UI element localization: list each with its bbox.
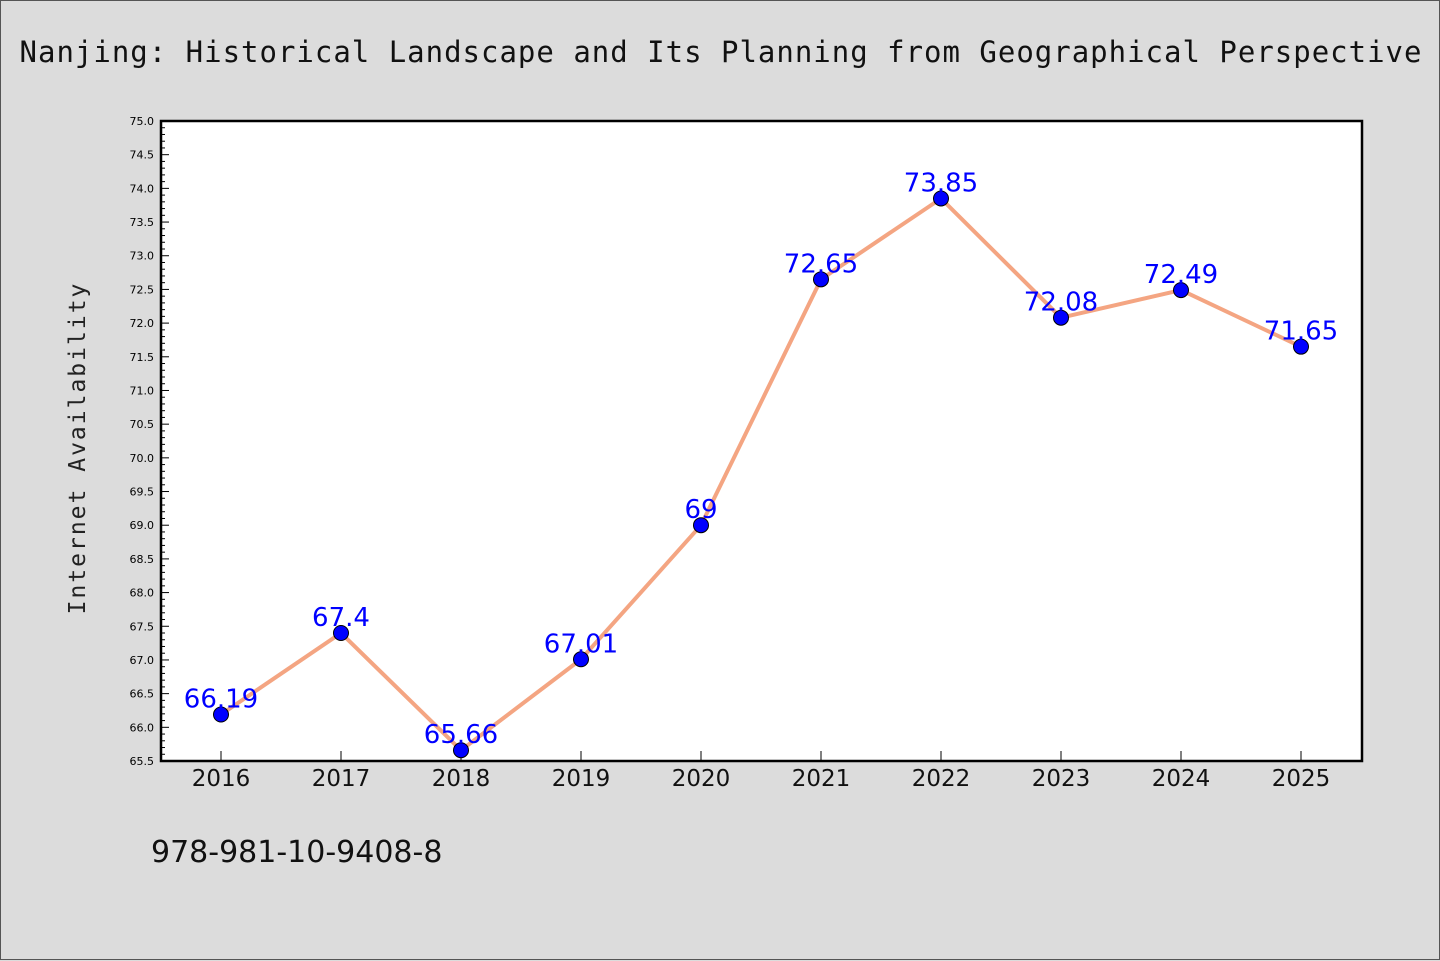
data-point: [693, 517, 709, 534]
y-tick-label: 70.5: [130, 418, 155, 431]
series-line: [219, 196, 1302, 753]
data-point: [933, 190, 949, 207]
plot-area: [159, 119, 1364, 763]
y-tick-label: 68.0: [130, 587, 155, 600]
data-point: [573, 651, 589, 668]
data-point: [453, 742, 469, 759]
data-markers: [213, 190, 1309, 759]
data-label: 67.01: [544, 629, 618, 659]
x-axis: 2016 2017 2018 2019 2020 2021 2022 2023 2024 2025: [192, 751, 1331, 792]
y-tick-label: 73.0: [130, 250, 155, 263]
y-axis: 65.5 66.0 66.5 67.0 67.5 68.0 68.5 69.0 69.5 70.0…: [130, 115, 169, 768]
y-tick-label: 72.5: [130, 283, 155, 296]
y-tick-label: 71.5: [130, 351, 155, 364]
x-tick-label: 2024: [1152, 766, 1211, 792]
data-point: [813, 271, 829, 288]
data-label: 66.19: [184, 685, 258, 715]
data-point: [333, 625, 349, 641]
x-tick-label: 2016: [192, 766, 251, 792]
data-label: 67.4: [312, 603, 370, 633]
x-tick-label: 2018: [432, 766, 491, 792]
data-label: 72.49: [1144, 260, 1218, 290]
y-tick-label: 68.5: [130, 553, 155, 566]
data-point: [1293, 338, 1309, 355]
chart-title: Nanjing: Historical Landscape and Its Pl…: [19, 35, 1423, 69]
y-tick-label: 69.0: [130, 519, 155, 532]
y-tick-label: 74.5: [130, 149, 155, 162]
data-label: 65.66: [424, 720, 498, 750]
data-point: [1173, 282, 1189, 299]
y-tick-label: 72.0: [130, 317, 155, 330]
y-tick-label: 66.5: [130, 688, 155, 701]
y-tick-label: 75.0: [130, 115, 155, 128]
data-point: [1053, 309, 1069, 326]
y-tick-label: 74.0: [130, 182, 155, 195]
y-tick-label: 67.0: [130, 654, 155, 667]
data-label: 69: [684, 495, 717, 525]
y-tick-label: 69.5: [130, 486, 155, 499]
x-tick-label: 2023: [1032, 766, 1091, 792]
x-tick-label: 2021: [792, 766, 851, 792]
y-tick-label: 67.5: [130, 620, 155, 633]
data-label: 72.65: [784, 249, 858, 279]
data-point: [213, 706, 229, 723]
data-labels: 66.19 67.4 65.66 67.01 69 72.65 73.85 72.08 72.4…: [184, 168, 1338, 750]
series-line-group: [219, 196, 1302, 753]
y-tick-label: 71.0: [130, 384, 155, 397]
x-tick-label: 2019: [552, 766, 611, 792]
data-label: 73.85: [904, 168, 978, 198]
y-tick-label: 73.5: [130, 216, 155, 229]
x-tick-label: 2017: [312, 766, 371, 792]
data-label: 72.08: [1024, 288, 1098, 318]
x-tick-label: 2022: [912, 766, 971, 792]
data-label: 71.65: [1264, 317, 1338, 347]
x-tick-label: 2020: [672, 766, 731, 792]
y-tick-label: 65.5: [130, 755, 155, 768]
isbn-text: 978-981-10-9408-8: [151, 835, 443, 870]
x-tick-label: 2025: [1272, 766, 1331, 792]
y-tick-label: 70.0: [130, 452, 155, 465]
y-tick-label: 66.0: [130, 721, 155, 734]
